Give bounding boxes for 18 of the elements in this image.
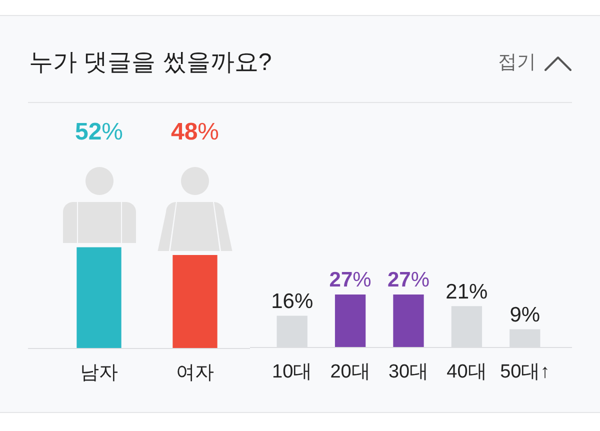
bar: [334, 294, 366, 347]
data-label: 48%: [170, 118, 220, 146]
data-label: 9%: [510, 303, 540, 326]
data-label: 27%: [329, 268, 372, 292]
x-tick-label: 여자: [176, 362, 214, 384]
data-label: 52%: [74, 118, 124, 146]
x-tick-label: 40대: [446, 362, 487, 383]
text: 접기: [498, 51, 536, 75]
x-tick-label: 남자: [80, 362, 118, 384]
chart-title: 누가 댓글을 썼을까요?: [29, 48, 272, 78]
x-tick-label: 20대: [330, 362, 370, 383]
x-tick-label: 50대↑: [500, 362, 550, 383]
bar: [393, 294, 424, 347]
x-tick-label: 10대: [272, 362, 312, 383]
data-label: 16%: [271, 290, 314, 313]
data-label: 27%: [387, 268, 430, 292]
data-label: 21%: [446, 280, 488, 304]
x-tick-label: 30대: [388, 362, 429, 383]
